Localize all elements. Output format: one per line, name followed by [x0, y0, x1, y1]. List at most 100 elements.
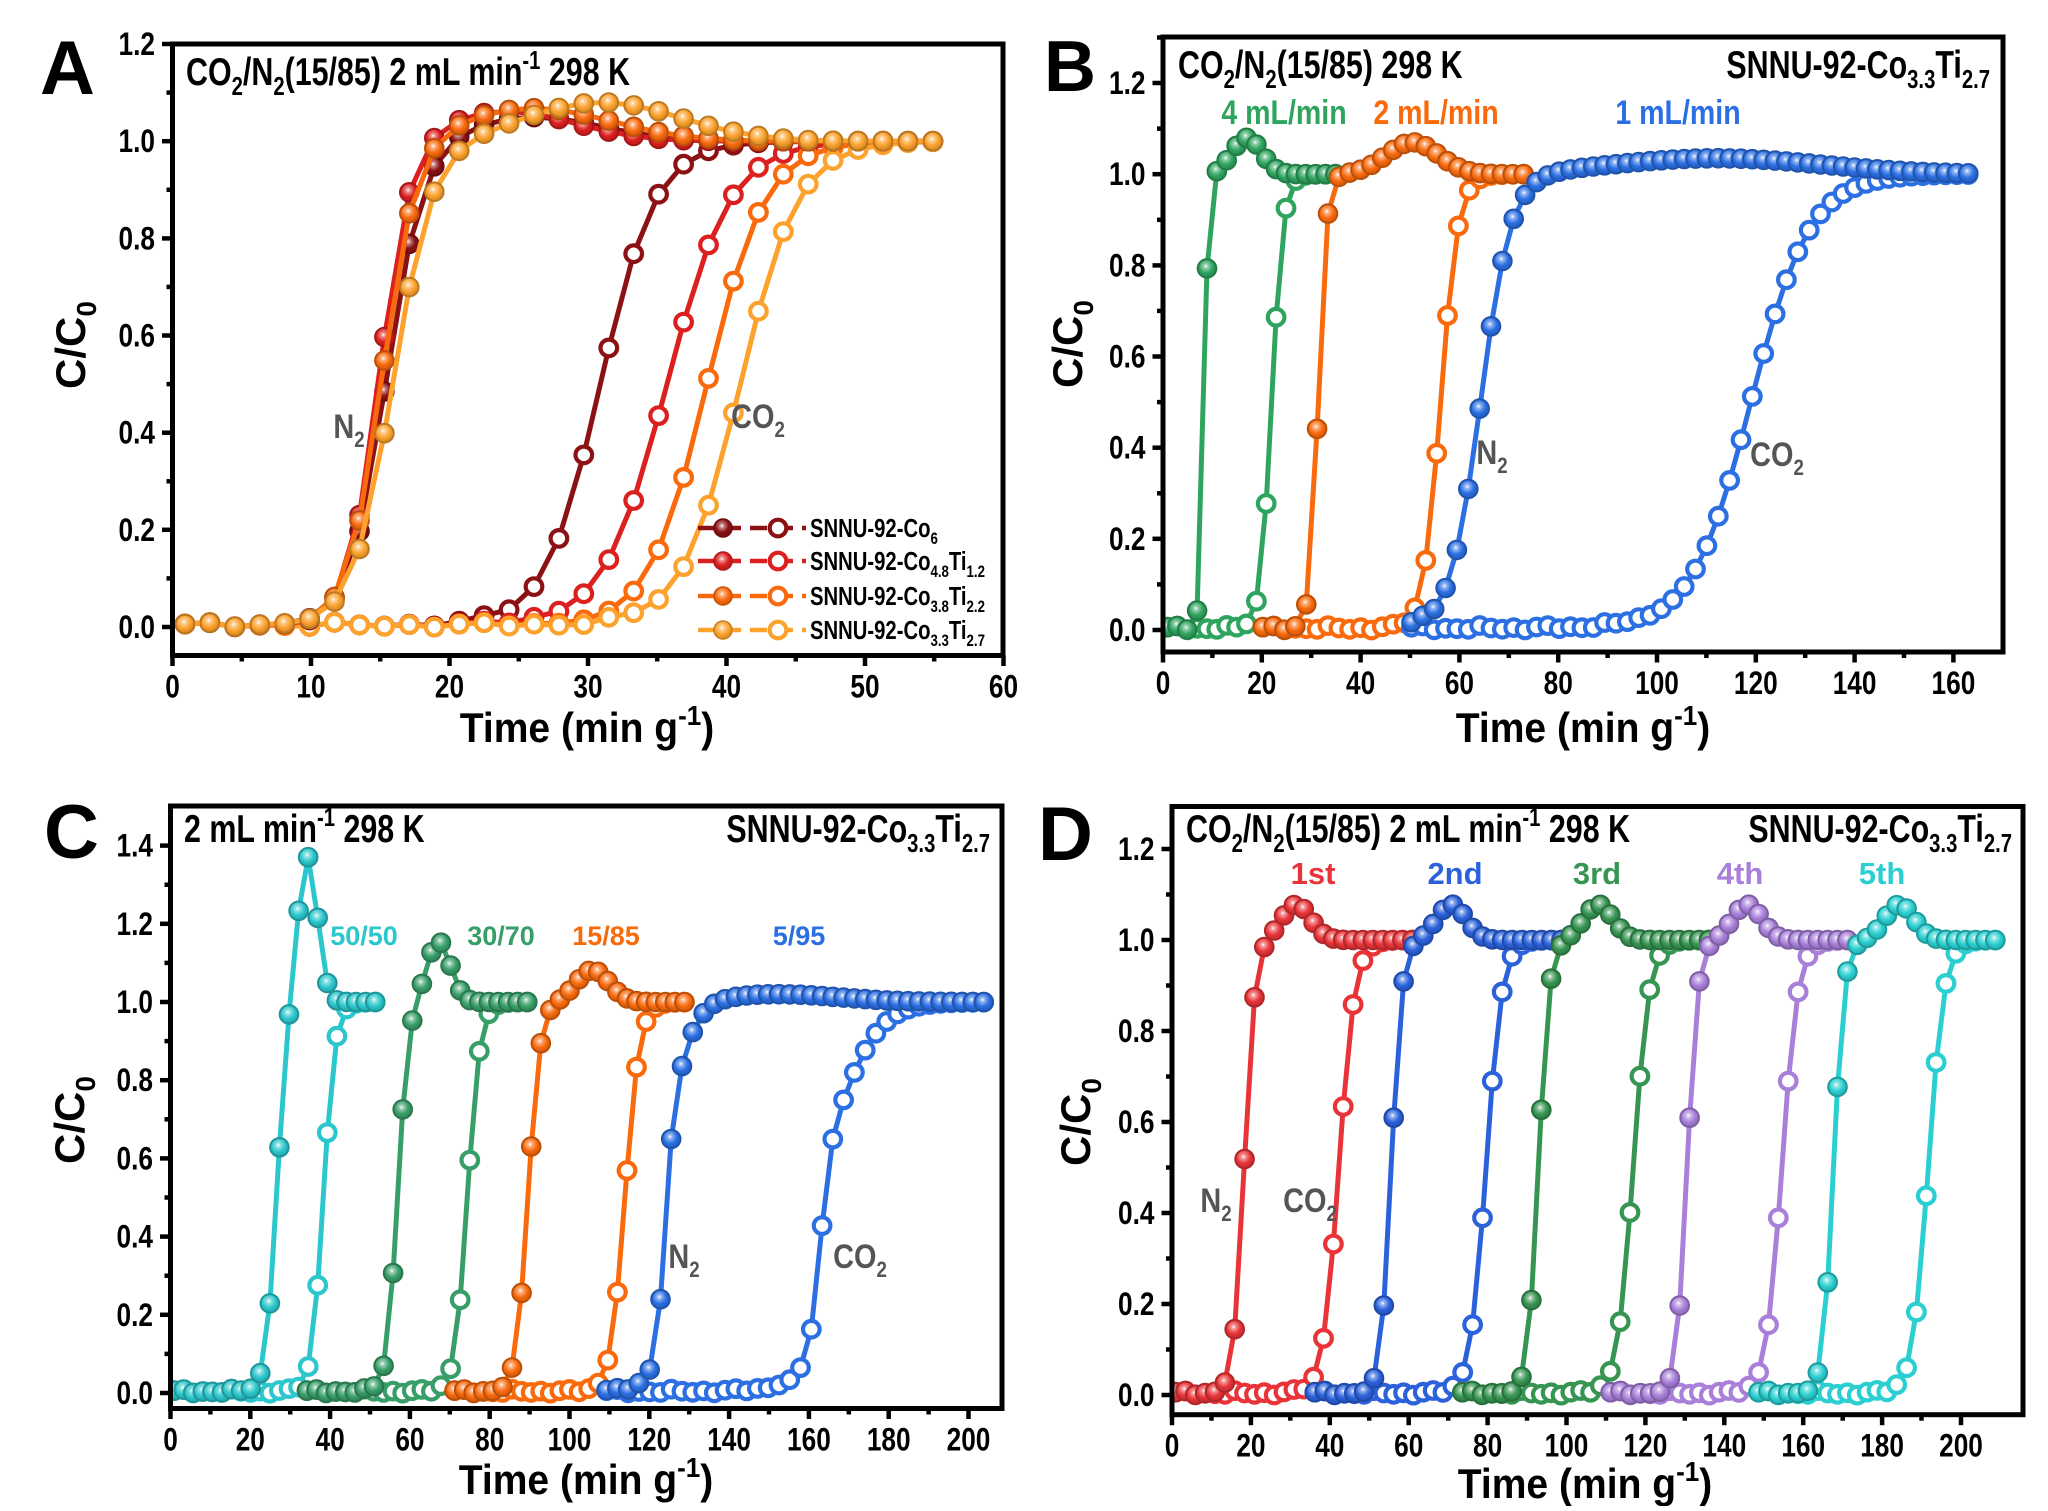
svg-text:0.0: 0.0: [119, 611, 155, 646]
svg-text:1.2: 1.2: [119, 28, 155, 63]
svg-text:20: 20: [236, 1423, 265, 1458]
svg-text:N2​: N2​: [333, 407, 364, 453]
svg-text:5th: 5th: [1859, 856, 1906, 891]
svg-text:30: 30: [573, 670, 602, 705]
svg-text:60: 60: [1394, 1429, 1423, 1464]
svg-text:2 mL min-1​ 298 K: 2 mL min-1​ 298 K: [184, 803, 425, 851]
svg-text:0.6: 0.6: [1109, 340, 1145, 375]
svg-text:200: 200: [1939, 1429, 1983, 1464]
svg-text:SNNU-92-Co3.3​Ti2.7​: SNNU-92-Co3.3​Ti2.7​: [1726, 43, 1990, 93]
svg-text:N2​: N2​: [668, 1237, 699, 1283]
svg-text:CO2​: CO2​: [731, 397, 785, 443]
svg-text:4 mL/min: 4 mL/min: [1221, 94, 1346, 132]
svg-text:SNNU-92-Co6​: SNNU-92-Co6​: [810, 514, 938, 549]
svg-text:50: 50: [850, 670, 879, 705]
svg-text:4th: 4th: [1717, 856, 1764, 891]
svg-text:C/C0​: C/C0​: [46, 1076, 101, 1164]
svg-text:10: 10: [296, 670, 325, 705]
svg-text:SNNU-92-Co3.3​Ti2.7​: SNNU-92-Co3.3​Ti2.7​: [726, 807, 990, 857]
svg-text:1.0: 1.0: [1118, 924, 1154, 959]
svg-text:CO2​/N2​(15/85) 298 K: CO2​/N2​(15/85) 298 K: [1178, 43, 1463, 93]
svg-text:C: C: [44, 790, 99, 875]
svg-text:50/50: 50/50: [330, 921, 398, 951]
svg-text:120: 120: [627, 1423, 671, 1458]
svg-text:A: A: [40, 26, 95, 111]
svg-text:60: 60: [395, 1423, 424, 1458]
svg-text:SNNU-92-Co3.8​Ti2.2​: SNNU-92-Co3.8​Ti2.2​: [810, 582, 985, 617]
svg-text:0.2: 0.2: [1109, 523, 1145, 558]
svg-text:1.2: 1.2: [1109, 67, 1145, 102]
svg-text:2nd: 2nd: [1427, 856, 1482, 891]
svg-text:C/C0​: C/C0​: [1044, 300, 1099, 388]
svg-text:1.2: 1.2: [117, 907, 153, 942]
svg-text:1.2: 1.2: [1118, 833, 1154, 868]
svg-text:0.6: 0.6: [117, 1142, 153, 1177]
svg-text:CO2​: CO2​: [1750, 435, 1804, 481]
svg-text:100: 100: [548, 1423, 592, 1458]
svg-text:N2​: N2​: [1476, 433, 1507, 479]
svg-text:Time (min g-1​): Time (min g-1​): [460, 700, 715, 751]
svg-text:0: 0: [165, 670, 180, 705]
svg-text:1.4: 1.4: [117, 829, 154, 864]
svg-text:160: 160: [1781, 1429, 1825, 1464]
svg-text:0: 0: [1165, 1429, 1180, 1464]
svg-text:80: 80: [475, 1423, 504, 1458]
svg-text:1.0: 1.0: [1109, 158, 1145, 193]
svg-text:0.4: 0.4: [117, 1220, 154, 1255]
svg-text:0.8: 0.8: [117, 1064, 153, 1099]
svg-text:1st: 1st: [1291, 856, 1336, 891]
svg-text:20: 20: [435, 670, 464, 705]
svg-text:5/95: 5/95: [773, 921, 826, 951]
svg-text:180: 180: [867, 1423, 911, 1458]
svg-text:20: 20: [1236, 1429, 1265, 1464]
svg-text:40: 40: [1315, 1429, 1344, 1464]
svg-text:0.2: 0.2: [1118, 1288, 1154, 1323]
svg-text:0: 0: [1156, 667, 1171, 702]
svg-text:SNNU-92-Co4.8​Ti1.2​: SNNU-92-Co4.8​Ti1.2​: [810, 547, 985, 582]
svg-text:140: 140: [1702, 1429, 1746, 1464]
svg-text:C/C0​: C/C0​: [1052, 1078, 1107, 1166]
svg-text:0.4: 0.4: [1118, 1197, 1155, 1232]
svg-text:Time (min g-1​): Time (min g-1​): [1456, 700, 1711, 751]
svg-text:20: 20: [1247, 667, 1276, 702]
svg-text:180: 180: [1860, 1429, 1904, 1464]
svg-text:3rd: 3rd: [1573, 856, 1621, 891]
svg-text:140: 140: [707, 1423, 751, 1458]
svg-text:SNNU-92-Co3.3​Ti2.7​: SNNU-92-Co3.3​Ti2.7​: [1748, 807, 2012, 857]
svg-text:0.8: 0.8: [1109, 249, 1145, 284]
svg-text:0.2: 0.2: [119, 514, 155, 549]
svg-text:CO2​: CO2​: [833, 1237, 887, 1283]
svg-text:D: D: [1038, 792, 1093, 877]
svg-text:200: 200: [947, 1423, 991, 1458]
svg-text:60: 60: [1445, 667, 1474, 702]
svg-text:160: 160: [787, 1423, 831, 1458]
svg-text:Time (min g-1​): Time (min g-1​): [459, 1452, 714, 1503]
svg-text:40: 40: [316, 1423, 345, 1458]
svg-text:1 mL/min: 1 mL/min: [1615, 94, 1740, 132]
svg-text:C/C0​: C/C0​: [47, 301, 102, 389]
svg-text:80: 80: [1473, 1429, 1502, 1464]
svg-text:40: 40: [1346, 667, 1375, 702]
svg-text:0.4: 0.4: [1109, 431, 1146, 466]
svg-text:160: 160: [1932, 667, 1976, 702]
svg-text:0: 0: [163, 1423, 178, 1458]
svg-text:0.4: 0.4: [119, 416, 156, 451]
svg-text:120: 120: [1624, 1429, 1668, 1464]
svg-text:1.0: 1.0: [117, 986, 153, 1021]
svg-text:100: 100: [1545, 1429, 1589, 1464]
svg-text:30/70: 30/70: [467, 921, 535, 951]
svg-text:1.0: 1.0: [119, 125, 155, 160]
svg-text:0.8: 0.8: [1118, 1015, 1154, 1050]
svg-text:80: 80: [1544, 667, 1573, 702]
svg-text:2 mL/min: 2 mL/min: [1373, 94, 1498, 132]
svg-text:0.0: 0.0: [117, 1377, 153, 1412]
svg-text:0.0: 0.0: [1118, 1379, 1154, 1414]
svg-text:B: B: [1044, 27, 1096, 107]
svg-text:CO2​/N2​(15/85) 2 mL min-1​ 29: CO2​/N2​(15/85) 2 mL min-1​ 298 K: [1186, 803, 1630, 858]
svg-text:0.2: 0.2: [117, 1298, 153, 1333]
svg-text:CO2​/N2​(15/85) 2 mL min-1​ 29: CO2​/N2​(15/85) 2 mL min-1​ 298 K: [186, 46, 630, 101]
svg-text:0.8: 0.8: [119, 222, 155, 257]
svg-text:140: 140: [1833, 667, 1877, 702]
svg-text:N2​: N2​: [1200, 1181, 1231, 1227]
svg-text:100: 100: [1635, 667, 1679, 702]
